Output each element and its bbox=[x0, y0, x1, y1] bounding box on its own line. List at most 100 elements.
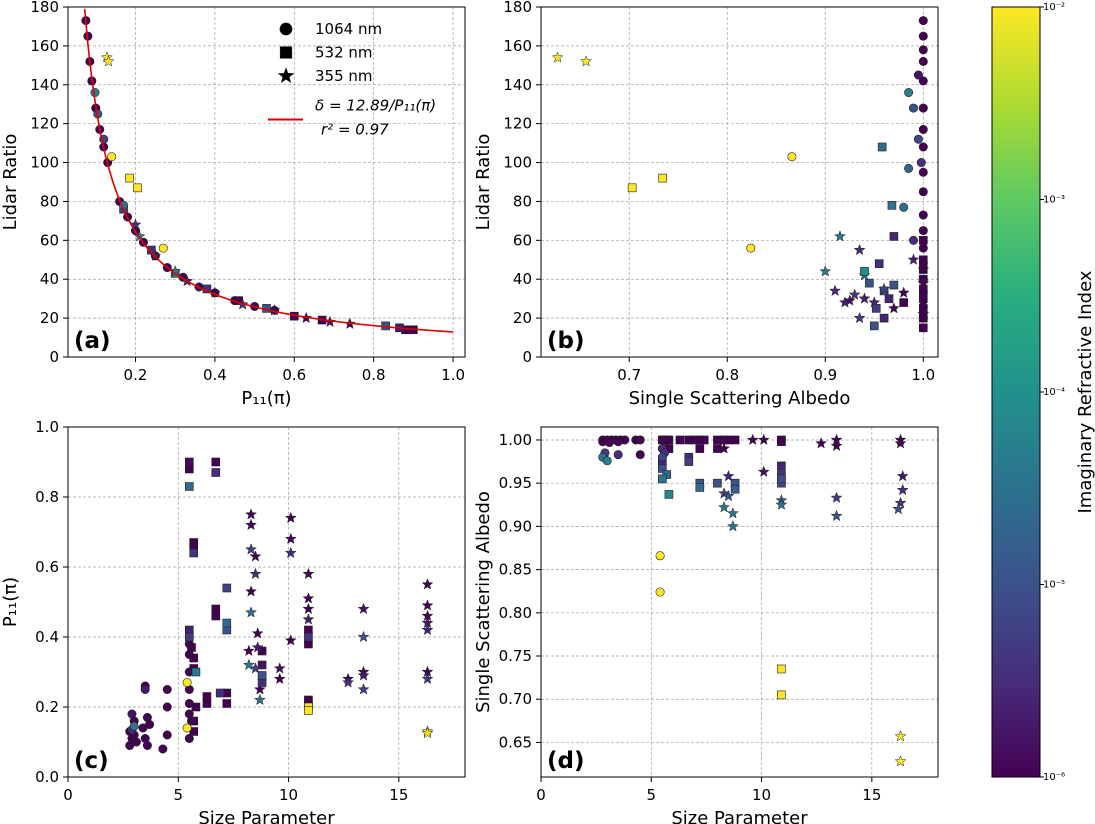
y-tick-label: 180 bbox=[503, 0, 532, 16]
data-point-square bbox=[658, 464, 667, 473]
x-tick-label: 5 bbox=[647, 786, 657, 804]
data-point-circle bbox=[787, 152, 797, 162]
panel-a: 0.2 0.4 0.6 0.8 1.0 0 20 40 60 80 100 120 140 160 180 (… bbox=[0, 0, 466, 409]
data-layer bbox=[551, 16, 930, 333]
legend-marker-circle bbox=[279, 22, 293, 36]
x-axis-label: Size Parameter bbox=[198, 808, 335, 824]
y-tick-label: 40 bbox=[513, 270, 532, 288]
panel-b: 0.7 0.8 0.9 1.0 0 20 40 60 80 100 120 140 160 180 (b) S… bbox=[473, 0, 939, 409]
y-tick-label: 0.85 bbox=[499, 561, 532, 579]
colorbar-label: Imaginary Refractive Index bbox=[1075, 270, 1095, 513]
data-point-square bbox=[185, 632, 194, 642]
data-point-circle bbox=[913, 134, 923, 144]
panel-d: 0 5 10 15 0.65 0.70 0.75 0.80 0.85 0.90 0.95 1.00 (d… bbox=[473, 426, 939, 824]
data-point-square bbox=[185, 457, 194, 467]
data-point-circle bbox=[162, 702, 172, 712]
data-point-square bbox=[222, 618, 232, 628]
data-point-star bbox=[775, 498, 788, 510]
data-point-star bbox=[273, 672, 286, 685]
x-tick-label: 0.8 bbox=[715, 366, 739, 384]
data-point-circle bbox=[127, 709, 137, 719]
data-point-circle bbox=[635, 435, 645, 445]
legend-label: 1064 nm bbox=[315, 20, 382, 38]
x-tick-label: 10 bbox=[279, 786, 298, 804]
data-point-star bbox=[726, 507, 739, 519]
data-point-square bbox=[884, 294, 894, 303]
x-tick-label: 0.8 bbox=[362, 366, 386, 384]
y-tick-label: 0.6 bbox=[35, 558, 59, 576]
y-tick-label: 0.4 bbox=[35, 628, 59, 646]
data-point-square bbox=[869, 321, 879, 331]
y-tick-label: 160 bbox=[30, 37, 59, 55]
data-point-square bbox=[777, 690, 786, 700]
panel-label: (b) bbox=[547, 328, 585, 354]
data-point-star bbox=[357, 602, 370, 615]
data-point-square bbox=[889, 280, 899, 290]
data-point-square bbox=[147, 245, 156, 255]
x-tick-label: 1.0 bbox=[911, 366, 935, 384]
plot-area bbox=[541, 427, 938, 777]
data-point-square bbox=[889, 232, 899, 241]
data-point-square bbox=[871, 304, 881, 313]
data-point-star bbox=[284, 532, 297, 545]
y-tick-label: 0.70 bbox=[499, 690, 532, 708]
data-point-square bbox=[675, 435, 685, 445]
data-point-star bbox=[853, 311, 866, 324]
data-point-circle bbox=[904, 163, 914, 173]
colorbar-tick-label: 10⁻⁵ bbox=[1043, 580, 1065, 591]
plot-area bbox=[68, 427, 465, 777]
data-point-square bbox=[202, 699, 212, 708]
data-point-star bbox=[726, 520, 739, 532]
data-point-square bbox=[713, 444, 722, 453]
colorbar-gradient bbox=[991, 6, 1041, 778]
data-point-square bbox=[918, 294, 928, 303]
data-point-circle bbox=[140, 684, 150, 694]
data-layer bbox=[81, 8, 454, 335]
data-point-star bbox=[245, 518, 258, 531]
data-point-star bbox=[896, 469, 909, 482]
data-point-star bbox=[896, 483, 909, 496]
y-tick-label: 60 bbox=[513, 231, 532, 249]
data-point-star bbox=[887, 302, 900, 314]
plot-frame bbox=[67, 426, 466, 778]
data-point-square bbox=[211, 468, 221, 477]
data-point-star bbox=[580, 55, 593, 67]
data-point-square bbox=[777, 461, 786, 471]
data-point-circle bbox=[158, 243, 168, 253]
y-tick-label: 0.65 bbox=[499, 733, 532, 751]
y-axis-label: Lidar Ratio bbox=[473, 134, 494, 231]
data-point-star bbox=[907, 253, 920, 265]
data-point-square bbox=[658, 474, 667, 484]
y-tick-label: 100 bbox=[30, 154, 59, 172]
data-point-star bbox=[757, 465, 770, 478]
x-tick-label: 15 bbox=[389, 786, 408, 804]
data-point-circle bbox=[918, 45, 928, 55]
data-point-star bbox=[746, 433, 759, 446]
data-point-circle bbox=[918, 76, 928, 86]
data-point-square bbox=[713, 478, 722, 488]
data-point-circle bbox=[107, 152, 117, 162]
y-tick-label: 140 bbox=[503, 76, 532, 94]
data-point-square bbox=[777, 664, 786, 674]
x-tick-label: 0.4 bbox=[203, 366, 227, 384]
y-tick-label: 120 bbox=[30, 115, 59, 133]
data-point-star bbox=[722, 489, 735, 502]
data-point-star bbox=[102, 55, 115, 67]
data-point-star bbox=[421, 672, 434, 685]
data-point-star bbox=[302, 592, 315, 604]
data-point-circle bbox=[918, 187, 928, 197]
data-point-star bbox=[894, 437, 907, 449]
y-tick-label: 0.75 bbox=[499, 647, 532, 665]
data-point-square bbox=[211, 611, 221, 621]
data-point-square bbox=[627, 183, 637, 193]
data-point-star bbox=[421, 599, 434, 611]
data-point-star bbox=[830, 491, 843, 503]
data-point-star bbox=[833, 230, 846, 242]
data-point-star bbox=[917, 276, 930, 289]
data-point-circle bbox=[162, 684, 172, 694]
y-tick-label: 140 bbox=[30, 76, 59, 94]
data-point-star bbox=[249, 567, 262, 580]
data-point-circle bbox=[635, 450, 645, 460]
data-point-circle bbox=[918, 210, 928, 220]
